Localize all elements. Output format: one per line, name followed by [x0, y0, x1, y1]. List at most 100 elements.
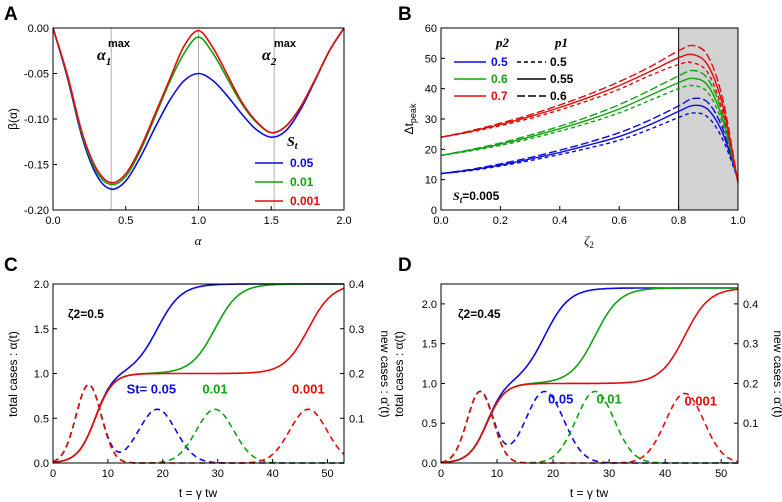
legend-b-p2-blue: 0.5 [491, 55, 508, 69]
wave-label-blue: St= 0.05 [127, 381, 177, 396]
panel-a-xtick-label: 0.0 [45, 215, 60, 227]
panel-d-zeta-label: ζ2=0.45 [458, 307, 501, 321]
panel-b-ytick-label: 30 [425, 114, 437, 126]
panel-b-series [440, 28, 739, 210]
panel-b-ytick-label: 20 [425, 144, 437, 156]
legend-b-p1-0: 0.5 [550, 55, 567, 69]
new-cases-red [52, 383, 345, 464]
pC-xtick-label: 30 [212, 468, 224, 480]
pD-xtick-label: 50 [715, 468, 727, 480]
panel-a-vlines [110, 28, 275, 210]
panel-b-ytick-label: 60 [425, 23, 437, 35]
dtpeak-curve-blue-longdash [440, 97, 739, 180]
panel-b-xtick-label: 0.8 [671, 215, 686, 227]
panel-b: 0.0 0.2 0.4 0.6 0.8 1.0 0 10 20 30 40 50 60 ζ2 Δtpea… [402, 23, 746, 250]
total-cases-red [52, 287, 345, 464]
panel-b-xtick-label: 0.0 [433, 215, 448, 227]
panel-a-xtick-label: 1.0 [191, 215, 206, 227]
panel-b-ytick-label: 10 [425, 175, 437, 187]
panel-d-frame [440, 283, 739, 464]
panel-letter-a: A [4, 4, 18, 25]
panel-d-ticks: 0 10 20 30 40 50 0.0 0.5 1.0 1.5 2.0 0.1 0.2 0.3 0.4 [422, 299, 759, 480]
panel-d: 0 10 20 30 40 50 0.0 0.5 1.0 1.5 2.0 0.1 0.2 0.3 0.4 t… [392, 283, 782, 500]
dtpeak-curve-red-longdash [440, 44, 739, 183]
panel-d-y2label: new cases : α'(t) [771, 330, 782, 417]
panel-a-legend: St 0.05 0.01 0.001 [255, 135, 320, 208]
panel-b-ytick-label: 50 [425, 53, 437, 65]
panel-c-zeta-label: ζ2=0.5 [68, 307, 104, 321]
wave-label-green: 0.01 [596, 391, 621, 406]
panel-a-ytick-label: -0.10 [24, 114, 49, 126]
panel-c-y2label: new cases : α'(t) [378, 330, 392, 417]
dtpeak-curve-green-dash [440, 84, 739, 182]
panel-c-ticks: 0 10 20 30 40 50 0.0 0.5 1.0 1.5 2.0 0.1 0.2 0.3 0.4 [34, 279, 365, 480]
pC-right-ytick-label: 0.3 [349, 324, 364, 336]
panel-d-xlabel: t = γ tw [570, 486, 609, 500]
pC-xtick-label: 50 [321, 468, 333, 480]
beta-curve-red [52, 27, 345, 184]
legend-title-st: St [287, 135, 299, 152]
svg-text:max: max [274, 38, 297, 50]
panel-b-ytick-label: 0 [431, 205, 437, 217]
alpha2-max-label: α2 max [262, 38, 297, 68]
legend-b-p2-green: 0.6 [491, 72, 508, 86]
panel-b-xtick-label: 0.6 [612, 215, 627, 227]
panel-b-ylabel: Δtpeak [402, 103, 418, 134]
dtpeak-curve-green-solid [440, 77, 739, 182]
pD-right-ytick-label: 0.4 [743, 299, 758, 311]
pC-right-ytick-label: 0.1 [349, 413, 364, 425]
panel-b-ytick-label: 40 [425, 84, 437, 96]
panel-b-legend: p2 p1 0.5 0.5 0.6 0.55 0.7 0.6 [454, 35, 574, 103]
pC-ytick-label: 1.0 [34, 369, 49, 381]
svg-text:α2: α2 [262, 47, 277, 68]
panel-b-ticks: 0.0 0.2 0.4 0.6 0.8 1.0 0 10 20 30 40 50 60 [425, 23, 746, 227]
pC-right-ytick-label: 0.4 [349, 279, 364, 291]
panel-b-xtick-label: 0.2 [493, 215, 508, 227]
legend-header-p1: p1 [554, 35, 568, 50]
pC-ytick-label: 0.0 [34, 458, 49, 470]
pC-xtick-label: 0 [50, 468, 56, 480]
panel-a: 0.0 0.5 1.0 1.5 2.00.00-0.05-0.10-0.15-0.20 … [6, 23, 352, 248]
panel-c: 0 10 20 30 40 50 0.0 0.5 1.0 1.5 2.0 0.1 0.2 0.3 0.4 t… [6, 279, 392, 500]
pC-xtick-label: 20 [157, 468, 169, 480]
pD-ytick-label: 1.5 [422, 339, 437, 351]
panel-a-xtick-label: 1.5 [264, 215, 279, 227]
pD-right-ytick-label: 0.3 [743, 339, 758, 351]
panel-a-ytick-label: -0.05 [24, 69, 49, 81]
legend-b-p1-2: 0.6 [550, 89, 567, 103]
legend-label-green: 0.01 [290, 175, 314, 189]
panel-b-xtick-label: 0.4 [552, 215, 567, 227]
new-cases-red [440, 390, 739, 464]
panel-a-ticks: 0.0 0.5 1.0 1.5 2.0 0.00 -0.05 -0.10 -0.15 -0.20 [24, 23, 352, 227]
panel-a-ytick-label: -0.20 [24, 205, 49, 217]
panel-a-ytick-label: -0.15 [24, 160, 49, 172]
panel-d-labels: 0.05 0.01 0.001 [548, 391, 717, 408]
panel-a-xtick-label: 0.5 [118, 215, 133, 227]
total-cases-red [441, 288, 739, 464]
pC-xtick-label: 40 [266, 468, 278, 480]
panel-c-ylabel: total cases : α(t) [6, 331, 20, 417]
panel-letter-b: B [398, 4, 412, 25]
svg-text:α1: α1 [97, 47, 111, 68]
dtpeak-curve-red-dash [440, 61, 739, 183]
legend-label-red: 0.001 [290, 194, 320, 208]
wave-label-red: 0.001 [684, 393, 717, 408]
panel-b-xtick-label: 1.0 [730, 215, 745, 227]
pC-xtick-label: 10 [102, 468, 114, 480]
panel-a-ylabel: β(α) [6, 108, 20, 130]
pC-ytick-label: 1.5 [34, 324, 49, 336]
pD-xtick-label: 20 [547, 468, 559, 480]
legend-b-p2-red: 0.7 [491, 89, 508, 103]
shaded-region [678, 28, 738, 210]
legend-header-p2: p2 [495, 35, 510, 50]
panel-a-xtick-label: 2.0 [336, 215, 351, 227]
pD-xtick-label: 30 [603, 468, 615, 480]
wave-label-red: 0.001 [292, 381, 325, 396]
pD-xtick-label: 10 [491, 468, 503, 480]
panel-a-series [52, 27, 345, 191]
panel-letter-c: C [4, 255, 18, 276]
pD-right-ytick-label: 0.1 [743, 418, 758, 430]
legend-label-blue: 0.05 [290, 156, 314, 170]
beta-curve-blue [52, 27, 345, 191]
